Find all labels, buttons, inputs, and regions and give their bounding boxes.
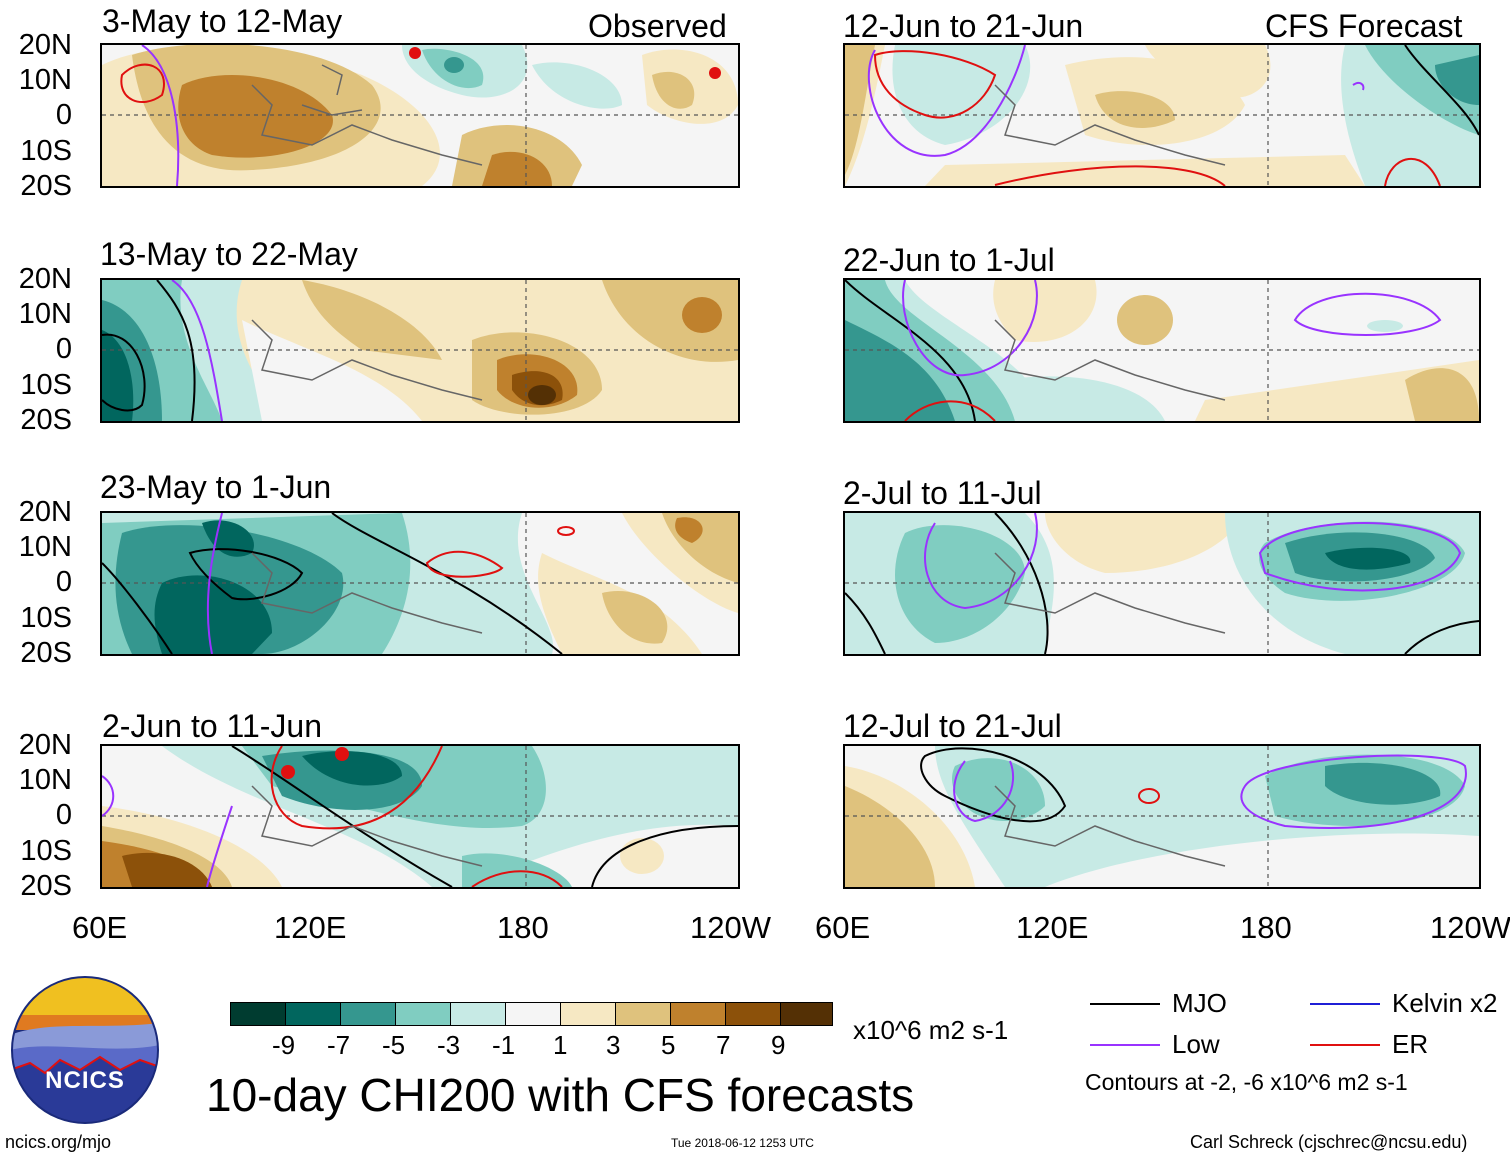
main-title: 10-day CHI200 with CFS forecasts: [206, 1069, 915, 1121]
lat-label: 0: [55, 566, 72, 598]
colorbar-label: 1: [553, 1030, 568, 1060]
lat-label: 20N: [18, 29, 72, 61]
legend-line-er: [1310, 1044, 1380, 1046]
colorbar-label: -9: [272, 1030, 296, 1060]
lon-label: 180: [1240, 910, 1292, 945]
colorbar-label: -1: [492, 1030, 516, 1060]
lon-label: 120E: [1016, 910, 1089, 945]
colorbar-label: 3: [606, 1030, 621, 1060]
legend-line-mjo: [1090, 1003, 1160, 1005]
legend-label: Low: [1172, 1029, 1220, 1059]
lat-label: 10N: [18, 64, 72, 96]
colorbar-label: 9: [771, 1030, 786, 1060]
panel-title: 12-Jul to 21-Jul: [843, 708, 1062, 744]
panel-title: 2-Jun to 11-Jun: [102, 708, 322, 744]
colorbar-swatch: [395, 1002, 451, 1026]
legend-label: ER: [1392, 1029, 1429, 1059]
lon-label: 120W: [1430, 910, 1510, 945]
colorbar-label: -3: [437, 1030, 461, 1060]
colorbar-swatch: [780, 1002, 833, 1026]
colorbar-swatch: [230, 1002, 286, 1026]
lat-label: 10N: [18, 764, 72, 796]
lat-label: 20N: [18, 729, 72, 761]
colorbar-units: x10^6 m2 s-1: [853, 1015, 1009, 1045]
colorbar-label: -7: [327, 1030, 351, 1060]
lat-label: 10S: [20, 835, 72, 867]
legend-label: MJO: [1172, 988, 1227, 1018]
map-panel: [843, 511, 1481, 656]
lat-label: 0: [55, 799, 72, 831]
map-panel: [843, 278, 1481, 423]
map-panel: [843, 43, 1481, 188]
lon-label: 120E: [274, 910, 347, 945]
lat-label: 20S: [20, 170, 72, 202]
panel-title: 13-May to 22-May: [100, 236, 358, 272]
colorbar-swatch: [615, 1002, 671, 1026]
lat-label: 10N: [18, 298, 72, 330]
lon-label: 60E: [815, 910, 871, 945]
contour-note: Contours at -2, -6 x10^6 m2 s-1: [1085, 1069, 1408, 1095]
lat-label: 0: [55, 99, 72, 131]
panel-title: 22-Jun to 1-Jul: [843, 242, 1055, 278]
lat-label: 10S: [20, 135, 72, 167]
lon-label: 180: [497, 910, 549, 945]
logo-text: NCICS: [45, 1067, 125, 1094]
panel-title: 2-Jul to 11-Jul: [843, 475, 1042, 511]
colorbar-swatch: [670, 1002, 726, 1026]
map-panel: [100, 43, 740, 188]
lat-label: 20S: [20, 404, 72, 436]
lon-label: 60E: [72, 910, 128, 945]
map-panel: [100, 744, 740, 889]
lat-label: 20N: [18, 263, 72, 295]
lat-label: 10S: [20, 602, 72, 634]
panel-title: 12-Jun to 21-Jun: [843, 8, 1084, 44]
colorbar-label: 7: [716, 1030, 731, 1060]
map-panel: [100, 278, 740, 423]
map-panel: [843, 744, 1481, 889]
map-panel: [100, 511, 740, 656]
lat-label: 20N: [18, 496, 72, 528]
colorbar-label: -5: [382, 1030, 406, 1060]
lon-label: 120W: [690, 910, 771, 945]
colorbar-swatch: [285, 1002, 341, 1026]
colorbar-swatch: [450, 1002, 506, 1026]
lat-label: 20S: [20, 870, 72, 902]
colorbar-swatch: [560, 1002, 616, 1026]
footer-url[interactable]: ncics.org/mjo: [5, 1132, 112, 1152]
lat-label: 10S: [20, 369, 72, 401]
legend-line-kelvin: [1310, 1003, 1380, 1005]
lat-label: 10N: [18, 531, 72, 563]
colorbar-label: 5: [661, 1030, 676, 1060]
footer-credit: Carl Schreck (cjschrec@ncsu.edu): [1190, 1132, 1468, 1152]
colorbar-swatch: [725, 1002, 781, 1026]
colorbar-swatch: [505, 1002, 561, 1026]
panel-title: 3-May to 12-May: [102, 3, 343, 39]
panel-tag-observed: Observed: [588, 8, 727, 44]
panel-title: 23-May to 1-Jun: [100, 469, 332, 505]
colorbar-swatch: [340, 1002, 396, 1026]
legend-label: Kelvin x2: [1392, 988, 1498, 1018]
footer-timestamp: Tue 2018-06-12 1253 UTC: [671, 1136, 814, 1150]
lat-label: 20S: [20, 637, 72, 669]
ncics-logo: NCICS: [10, 975, 160, 1125]
lat-label: 0: [55, 333, 72, 365]
panel-tag-forecast: CFS Forecast: [1265, 8, 1463, 44]
legend-line-low: [1090, 1044, 1160, 1046]
